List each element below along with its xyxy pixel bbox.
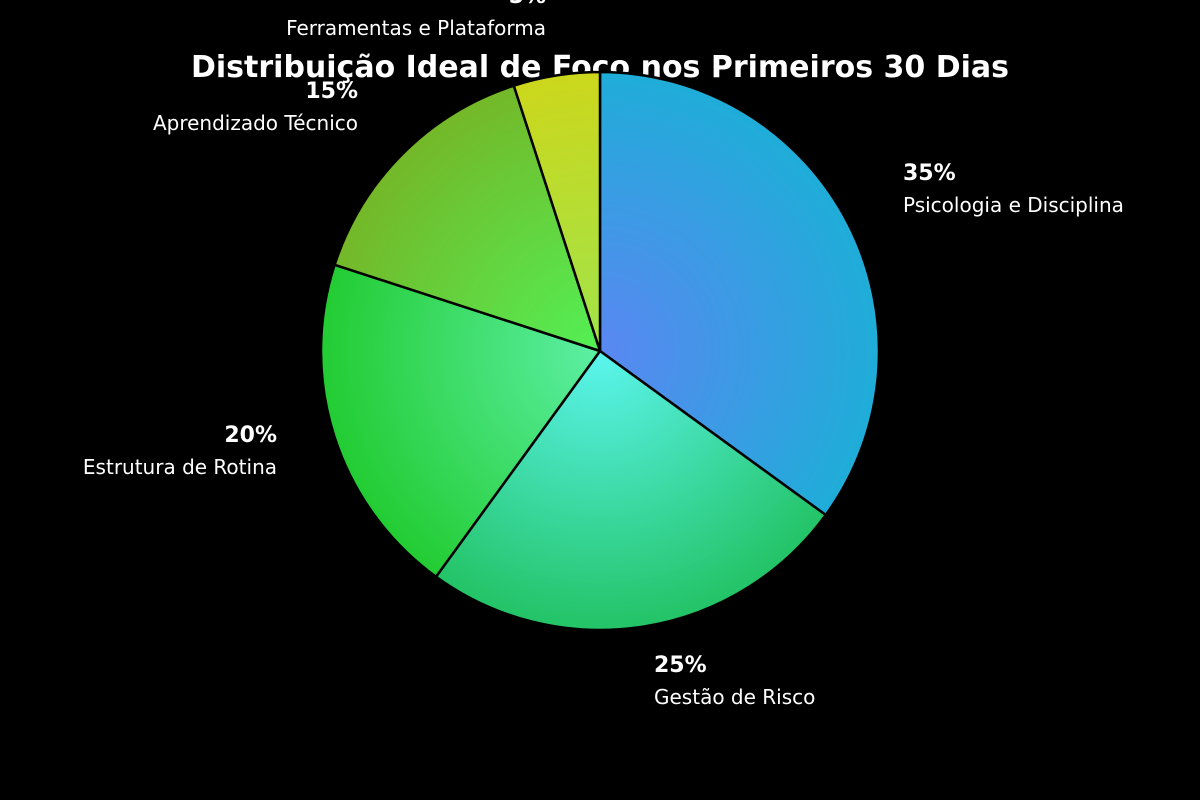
- slice-name: Psicologia e Disciplina: [903, 193, 1124, 217]
- pie-slice-1: [434, 349, 827, 632]
- slice-name: Ferramentas e Plataforma: [286, 16, 546, 40]
- slice-percent: 20%: [224, 423, 277, 448]
- slice-label-ferramentas-e-plataforma: 5% Ferramentas e Plataforma: [286, 0, 546, 40]
- slice-label-aprendizado-tecnico: 15% Aprendizado Técnico: [153, 79, 358, 135]
- slice-label-gestao-de-risco: 25% Gestão de Risco: [654, 653, 815, 709]
- pie-slice-0: [598, 70, 881, 517]
- pie-slice-4: [512, 70, 602, 353]
- slice-label-psicologia-e-disciplina: 35% Psicologia e Disciplina: [903, 161, 1124, 217]
- slice-name: Aprendizado Técnico: [152, 111, 358, 135]
- slice-percent: 5%: [286, 0, 546, 10]
- slice-name: Estrutura de Rotina: [82, 455, 277, 479]
- slice-label-estrutura-de-rotina: 20% Estrutura de Rotina: [83, 423, 277, 479]
- slice-name: Gestão de Risco: [654, 685, 816, 709]
- slice-percent: 25%: [654, 653, 707, 678]
- slice-percent: 15%: [305, 79, 358, 104]
- pie-slice-3: [333, 84, 602, 353]
- pie-slice-2: [319, 263, 602, 578]
- pie-slices: [319, 70, 881, 632]
- slice-percent: 35%: [903, 161, 956, 186]
